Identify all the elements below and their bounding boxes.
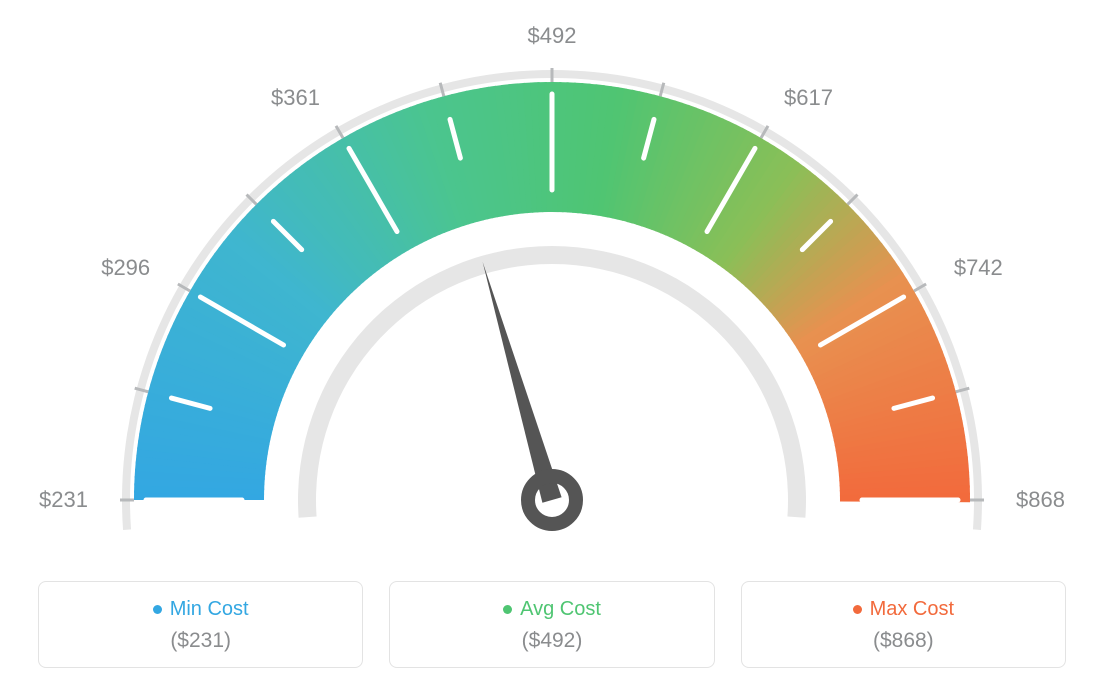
gauge-area: $231 $296 $361 $492 $617 $742 $868 <box>0 0 1104 560</box>
legend-avg-dot <box>503 605 512 614</box>
gauge-svg <box>52 0 1052 560</box>
scale-label: $231 <box>39 487 88 513</box>
scale-label: $868 <box>1016 487 1065 513</box>
legend-min: Min Cost ($231) <box>38 581 363 668</box>
legend-max-dot <box>853 605 862 614</box>
legend-avg: Avg Cost ($492) <box>389 581 714 668</box>
scale-label: $742 <box>954 255 1003 281</box>
chart-root: $231 $296 $361 $492 $617 $742 $868 Min Cost ($… <box>0 0 1104 690</box>
scale-label: $361 <box>271 85 320 111</box>
scale-label: $617 <box>784 85 833 111</box>
scale-label: $296 <box>101 255 150 281</box>
legend-row: Min Cost ($231) Avg Cost ($492) Max Cost… <box>38 581 1066 668</box>
legend-max-value: ($868) <box>752 629 1055 653</box>
legend-max: Max Cost ($868) <box>741 581 1066 668</box>
legend-avg-label: Avg Cost <box>520 598 601 621</box>
legend-min-dot <box>153 605 162 614</box>
legend-min-value: ($231) <box>49 629 352 653</box>
scale-label: $492 <box>528 23 577 49</box>
legend-min-title: Min Cost <box>153 598 249 621</box>
legend-avg-value: ($492) <box>400 629 703 653</box>
legend-max-title: Max Cost <box>853 598 954 621</box>
legend-max-label: Max Cost <box>870 598 954 621</box>
legend-avg-title: Avg Cost <box>503 598 601 621</box>
legend-min-label: Min Cost <box>170 598 249 621</box>
